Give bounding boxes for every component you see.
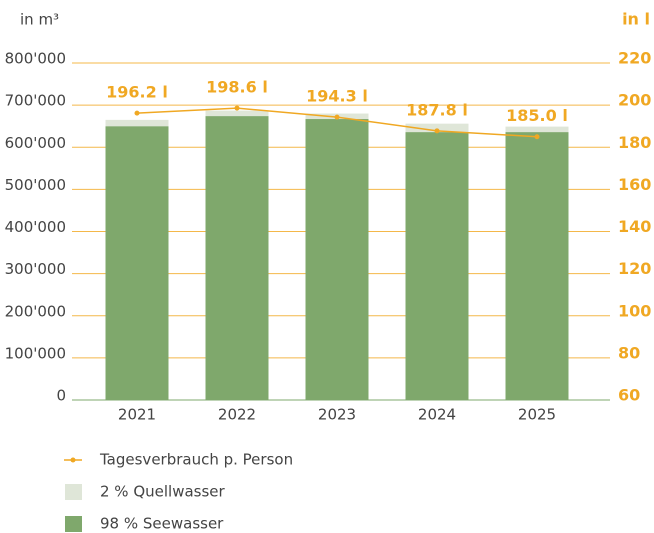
bar — [505, 126, 569, 133]
data-label: 185.0 l — [506, 106, 568, 125]
x-tick-label: 2023 — [318, 406, 356, 424]
y2-tick-label: 100 — [618, 301, 651, 320]
bar — [205, 110, 269, 117]
data-label: 187.8 l — [406, 100, 468, 119]
y-tick-label: 500'000 — [5, 176, 66, 194]
bar — [205, 116, 269, 400]
legend-label: 2 % Quellwasser — [100, 483, 226, 501]
y2-tick-label: 140 — [618, 217, 651, 236]
y-tick-label: 700'000 — [5, 92, 66, 110]
y2-tick-label: 60 — [618, 386, 640, 405]
bar — [105, 119, 169, 127]
bar — [305, 119, 369, 401]
data-label: 198.6 l — [206, 78, 268, 97]
y-tick-label: 200'000 — [5, 302, 66, 320]
x-tick-label: 2025 — [518, 406, 556, 424]
y-tick-label: 600'000 — [5, 134, 66, 152]
y-tick-label: 800'000 — [5, 50, 66, 68]
bar — [405, 132, 469, 400]
legend-marker — [70, 457, 76, 463]
y2-tick-label: 180 — [618, 133, 651, 152]
line-point — [234, 105, 240, 111]
x-tick-label: 2022 — [218, 406, 256, 424]
legend-label: Tagesverbrauch p. Person — [99, 451, 293, 469]
legend-swatch — [65, 516, 82, 532]
bar — [105, 126, 169, 400]
y-tick-label: 100'000 — [5, 344, 66, 362]
y2-tick-label: 200 — [618, 91, 651, 110]
legend-label: 98 % Seewasser — [100, 515, 224, 533]
data-label: 196.2 l — [106, 83, 168, 102]
y2-tick-label: 160 — [618, 175, 651, 194]
y2-tick-label: 120 — [618, 259, 651, 278]
line-point — [334, 114, 340, 120]
legend-swatch — [65, 484, 82, 500]
y-axis-label: in m³ — [20, 11, 59, 29]
line-point — [534, 134, 540, 140]
x-tick-label: 2024 — [418, 406, 456, 424]
y2-tick-label: 80 — [618, 343, 640, 362]
y2-tick-label: 220 — [618, 49, 651, 68]
bar — [505, 132, 569, 400]
bar — [405, 123, 469, 133]
y-tick-label: 0 — [56, 387, 66, 405]
y-tick-label: 400'000 — [5, 218, 66, 236]
line-point — [434, 128, 440, 134]
line-point — [134, 110, 140, 116]
y2-axis-label: in l — [622, 10, 650, 29]
x-tick-label: 2021 — [118, 406, 156, 424]
data-label: 194.3 l — [306, 87, 368, 106]
y-tick-label: 300'000 — [5, 260, 66, 278]
